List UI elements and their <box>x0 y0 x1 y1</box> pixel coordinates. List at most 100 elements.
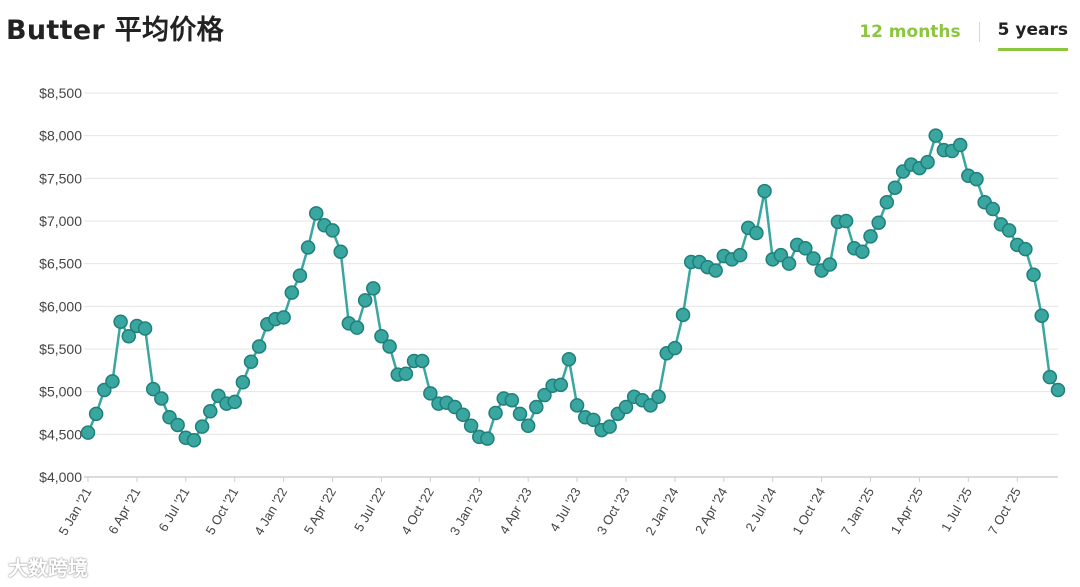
data-point[interactable] <box>1050 382 1066 398</box>
data-point[interactable] <box>276 310 291 325</box>
data-point[interactable] <box>1034 308 1049 323</box>
y-tick-label: $8,000 <box>39 128 82 144</box>
data-point[interactable] <box>300 240 316 255</box>
data-point[interactable] <box>822 257 838 272</box>
data-point[interactable] <box>749 225 764 241</box>
data-point[interactable] <box>520 418 536 434</box>
range-tabs: 12 months 5 years <box>859 20 1068 51</box>
x-tick-label: 3 Oct '23 <box>594 485 633 537</box>
data-point[interactable] <box>374 328 389 344</box>
data-point[interactable] <box>732 247 748 263</box>
data-point[interactable] <box>561 351 577 367</box>
x-tick-label: 1 Jul '25 <box>938 485 975 534</box>
data-point[interactable] <box>235 375 251 390</box>
tab-5-years[interactable]: 5 years <box>997 20 1068 51</box>
series-butter <box>80 128 1066 448</box>
data-point[interactable] <box>414 353 430 369</box>
data-point[interactable] <box>366 281 381 296</box>
data-point[interactable] <box>602 419 617 434</box>
tab-12-months[interactable]: 12 months <box>859 21 961 42</box>
data-point[interactable] <box>855 244 870 259</box>
data-point[interactable] <box>569 398 585 413</box>
y-tick-label: $6,000 <box>39 298 82 314</box>
data-point[interactable] <box>251 339 267 354</box>
data-point[interactable] <box>667 340 683 356</box>
data-point[interactable] <box>838 213 854 229</box>
data-point[interactable] <box>357 293 373 308</box>
data-point[interactable] <box>806 251 821 266</box>
data-point[interactable] <box>675 307 691 323</box>
data-point[interactable] <box>952 137 968 153</box>
data-point[interactable] <box>887 180 903 195</box>
data-point[interactable] <box>781 256 797 271</box>
data-point[interactable] <box>398 366 414 381</box>
data-point[interactable] <box>382 339 397 354</box>
x-tick-label: 6 Jul '21 <box>155 485 192 534</box>
x-tick-label: 2 Apr '24 <box>692 485 730 537</box>
data-point[interactable] <box>1018 241 1033 257</box>
data-point[interactable] <box>113 314 128 329</box>
data-point[interactable] <box>553 377 569 393</box>
data-point[interactable] <box>186 433 202 448</box>
data-point[interactable] <box>969 171 984 187</box>
watermark-logo: 大数跨境 <box>8 556 88 580</box>
data-point[interactable] <box>586 412 601 428</box>
series-line <box>86 134 1060 442</box>
x-tick-label: 5 Apr '22 <box>301 485 339 537</box>
data-point[interactable] <box>488 405 503 421</box>
data-point[interactable] <box>137 321 153 336</box>
data-point[interactable] <box>105 374 120 389</box>
data-point[interactable] <box>145 381 161 397</box>
data-point[interactable] <box>504 392 520 408</box>
data-point[interactable] <box>1001 223 1017 238</box>
gridlines <box>84 92 1058 478</box>
data-point[interactable] <box>879 194 895 210</box>
data-point[interactable] <box>871 215 886 230</box>
data-point[interactable] <box>154 391 169 406</box>
data-point[interactable] <box>194 419 210 434</box>
data-point[interactable] <box>920 154 935 170</box>
data-point[interactable] <box>863 229 878 244</box>
data-point[interactable] <box>349 320 365 335</box>
data-point[interactable] <box>651 389 666 405</box>
data-point[interactable] <box>292 268 308 283</box>
y-tick-label: $4,500 <box>39 426 82 442</box>
data-point[interactable] <box>757 183 772 199</box>
data-point[interactable] <box>985 201 1001 217</box>
y-tick-label: $5,500 <box>39 341 82 357</box>
data-point[interactable] <box>463 418 479 434</box>
data-point[interactable] <box>1042 369 1058 385</box>
data-point[interactable] <box>227 394 242 410</box>
data-point[interactable] <box>512 406 528 422</box>
x-tick-label: 2 Jul '24 <box>742 485 779 534</box>
data-point[interactable] <box>798 241 813 256</box>
data-point[interactable] <box>1026 267 1041 283</box>
x-tick-label: 6 Apr '21 <box>105 485 143 537</box>
data-point[interactable] <box>537 387 552 403</box>
data-point[interactable] <box>325 223 340 238</box>
data-point[interactable] <box>284 285 300 300</box>
data-point[interactable] <box>928 128 943 143</box>
x-tick-label: 5 Jan '21 <box>55 485 94 538</box>
data-point[interactable] <box>308 206 324 221</box>
data-point[interactable] <box>121 328 137 344</box>
data-point[interactable] <box>80 425 96 440</box>
y-axis-ticks: $4,000 $4,500 $5,000 $5,500 $6,000 $6,500 $7,0… <box>39 85 82 485</box>
x-tick-label: 4 Apr '23 <box>496 485 534 537</box>
data-point[interactable] <box>88 406 104 422</box>
x-tick-label: 5 Jul '22 <box>351 485 388 534</box>
data-point[interactable] <box>333 244 348 259</box>
data-point[interactable] <box>455 407 471 422</box>
data-point[interactable] <box>480 431 495 446</box>
data-point[interactable] <box>203 404 218 419</box>
data-point[interactable] <box>423 386 438 401</box>
data-point[interactable] <box>618 399 634 415</box>
x-tick-label: 1 Oct '24 <box>789 485 828 537</box>
data-point[interactable] <box>708 263 723 278</box>
y-tick-label: $5,000 <box>39 384 82 400</box>
data-point[interactable] <box>243 354 259 370</box>
data-point[interactable] <box>529 399 544 415</box>
x-tick-label: 2 Jan '24 <box>642 485 681 538</box>
data-point[interactable] <box>170 417 185 433</box>
